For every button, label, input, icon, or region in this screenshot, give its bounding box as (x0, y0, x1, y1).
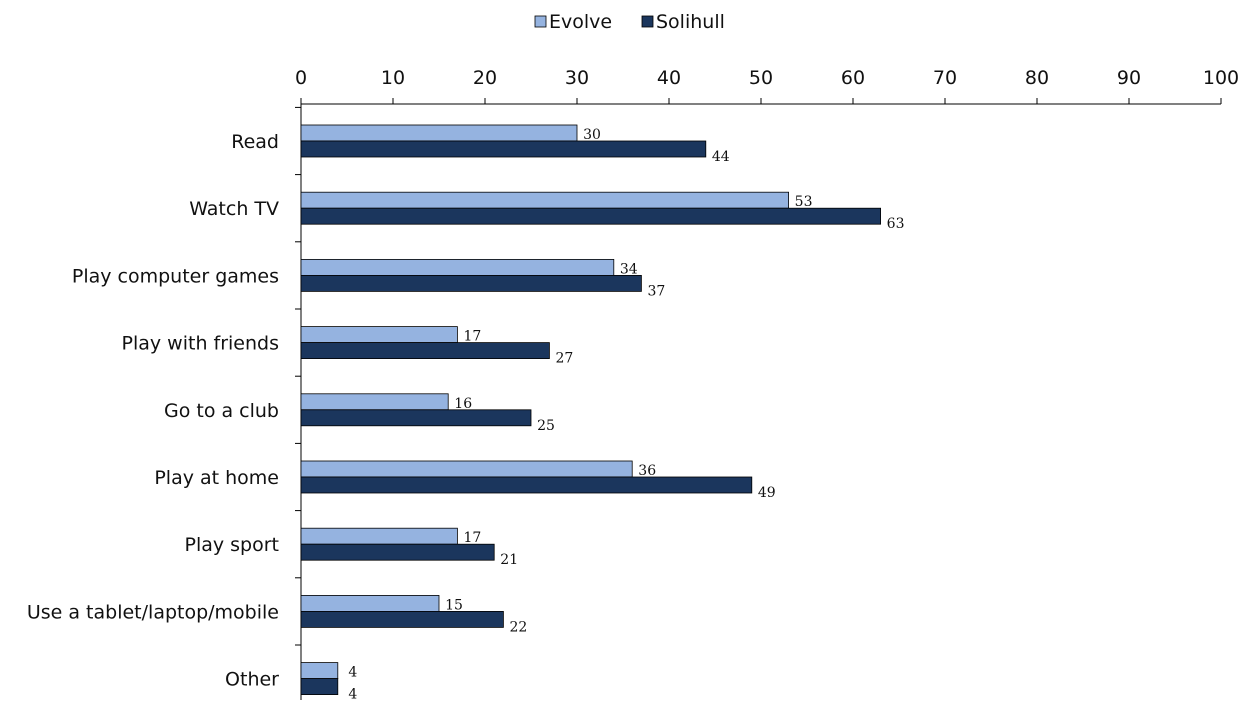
bar-evolve (300, 460, 633, 478)
category-label: Play sport (184, 534, 279, 556)
bar-evolve (300, 393, 449, 411)
data-label-evolve: 17 (463, 329, 481, 345)
data-label-evolve: 15 (445, 597, 463, 613)
data-label-evolve: 16 (454, 396, 472, 412)
category-label: Play at home (154, 467, 279, 489)
bar-evolve (300, 595, 440, 612)
bar-evolve (300, 124, 578, 142)
x-tick-label: 20 (473, 67, 497, 89)
bar-solihull (300, 274, 642, 292)
data-label-solihull: 49 (758, 485, 776, 501)
bar-evolve (300, 662, 339, 679)
data-label-evolve: 53 (795, 194, 813, 210)
category-axis: Read Watch TV Play computer games Play with… (27, 106, 301, 691)
category-label: Read (231, 131, 279, 153)
bars (300, 124, 881, 695)
x-tick-label: 100 (1203, 67, 1239, 89)
data-label-solihull: 25 (537, 418, 555, 434)
x-tick-label: 10 (381, 67, 405, 89)
category-label: Use a tablet/laptop/mobile (27, 601, 279, 623)
x-tick-label: 30 (565, 67, 589, 89)
bar-evolve (300, 326, 458, 344)
x-tick-label: 60 (841, 67, 865, 89)
x-tick-label: 70 (933, 67, 957, 89)
bar-solihull (300, 207, 881, 225)
legend-swatch-solihull (641, 15, 654, 28)
legend: Evolve Solihull (534, 11, 725, 33)
bar-evolve (300, 527, 458, 545)
bar-solihull (300, 611, 504, 628)
bar-solihull (300, 140, 707, 158)
bar-solihull (300, 342, 550, 360)
data-label-solihull: 4 (348, 687, 357, 703)
x-tick-label: 40 (657, 67, 681, 89)
bar-evolve (300, 191, 790, 209)
data-label-solihull: 37 (647, 283, 665, 299)
x-tick-label: 90 (1117, 67, 1141, 89)
data-label-solihull: 44 (712, 149, 730, 165)
data-label-evolve: 34 (620, 261, 638, 277)
category-label: Other (225, 669, 279, 691)
data-label-evolve: 30 (583, 127, 601, 143)
data-label-evolve: 36 (638, 463, 656, 479)
data-label-evolve: 17 (463, 530, 481, 546)
bar-solihull (300, 543, 495, 561)
x-tick-label: 0 (295, 67, 307, 89)
x-axis: 0 10 20 30 40 50 60 70 80 90 100 (295, 67, 1239, 700)
legend-label-evolve: Evolve (549, 11, 612, 33)
legend-label-solihull: Solihull (656, 11, 725, 33)
bar-solihull (300, 678, 339, 695)
category-label: Play computer games (72, 265, 279, 287)
category-label: Go to a club (164, 400, 279, 422)
x-tick-label: 50 (749, 67, 773, 89)
category-label: Play with friends (122, 333, 279, 355)
data-label-solihull: 63 (887, 216, 905, 232)
data-label-solihull: 22 (509, 619, 527, 635)
x-tick-label: 80 (1025, 67, 1049, 89)
data-label-solihull: 27 (555, 351, 573, 367)
bar-evolve (300, 258, 615, 276)
bar-solihull (300, 476, 753, 494)
category-label: Watch TV (189, 198, 279, 220)
data-label-solihull: 21 (500, 552, 518, 568)
legend-swatch-evolve (534, 15, 547, 28)
data-label-evolve: 4 (348, 665, 357, 681)
bar-solihull (300, 409, 532, 427)
